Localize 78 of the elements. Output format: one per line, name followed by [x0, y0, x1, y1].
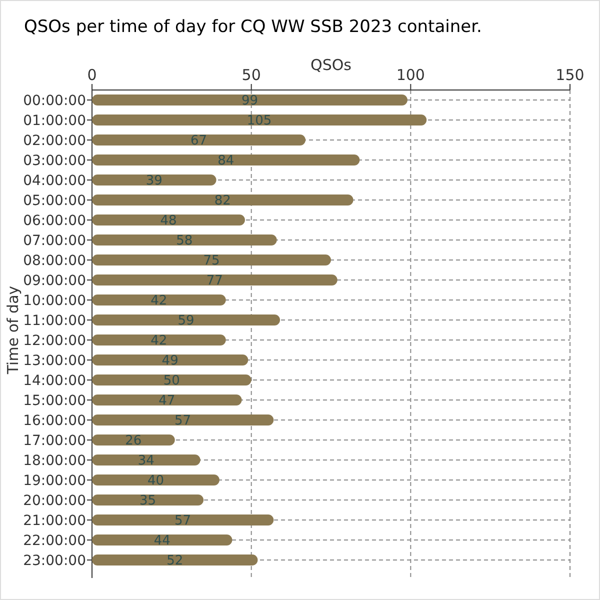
data-label: 67 — [190, 134, 208, 149]
y-tick-label: 02:00:00 — [23, 132, 86, 149]
y-tick-label: 12:00:00 — [23, 332, 86, 349]
data-label: 105 — [246, 114, 272, 129]
x-axis-title: QSOs — [310, 56, 352, 74]
y-axis-title: Time of day — [4, 286, 22, 376]
bar — [92, 374, 252, 386]
data-label: 77 — [206, 274, 223, 289]
y-tick-label: 03:00:00 — [23, 152, 86, 169]
data-label: 75 — [203, 254, 220, 269]
data-label: 44 — [154, 534, 170, 549]
x-tick-label: 150 — [556, 66, 584, 84]
data-label: 50 — [163, 374, 180, 389]
data-label: 40 — [147, 474, 164, 489]
data-label: 42 — [150, 294, 168, 309]
y-tick-label: 07:00:00 — [23, 232, 86, 249]
bar — [92, 294, 226, 306]
bar — [92, 474, 220, 486]
bar — [92, 394, 242, 406]
y-tick-label: 22:00:00 — [23, 532, 86, 549]
bar — [92, 454, 200, 466]
y-tick-label: 09:00:00 — [23, 272, 86, 289]
bar — [92, 274, 338, 286]
x-tick-label: 50 — [242, 66, 261, 84]
y-tick-label: 04:00:00 — [23, 172, 86, 189]
data-label: 48 — [160, 214, 177, 229]
bar — [92, 554, 258, 566]
y-tick-label: 11:00:00 — [23, 312, 86, 329]
y-tick-label: 06:00:00 — [23, 212, 86, 229]
bar — [92, 94, 408, 106]
bar — [92, 114, 427, 126]
y-tick-label: 00:00:00 — [23, 92, 86, 109]
y-tick-label: 16:00:00 — [23, 412, 86, 429]
data-label: 26 — [125, 434, 142, 449]
bar — [92, 314, 280, 326]
data-label: 57 — [174, 514, 192, 529]
y-tick-label: 14:00:00 — [23, 372, 86, 389]
y-tick-label: 13:00:00 — [23, 352, 86, 369]
bar — [92, 514, 274, 526]
bar — [92, 134, 306, 146]
y-tick-label: 23:00:00 — [23, 552, 86, 569]
y-tick-label: 20:00:00 — [23, 492, 86, 509]
x-tick-label: 100 — [396, 66, 425, 84]
y-tick-label: 05:00:00 — [23, 192, 86, 209]
bar — [92, 254, 331, 266]
y-tick-label: 21:00:00 — [23, 512, 86, 529]
y-tick-label: 10:00:00 — [23, 292, 86, 309]
data-label: 59 — [178, 314, 194, 329]
data-label: 82 — [214, 194, 231, 209]
bar — [92, 194, 354, 206]
bar — [92, 354, 248, 366]
bar — [92, 154, 360, 166]
bar — [92, 334, 226, 346]
bar — [92, 234, 277, 246]
bar — [92, 214, 245, 226]
x-tick-label: 0 — [87, 66, 97, 84]
bar — [92, 174, 216, 186]
bar — [92, 414, 274, 426]
data-label: 49 — [162, 354, 178, 369]
data-label: 42 — [150, 334, 168, 349]
bar — [92, 534, 232, 546]
chart-title: QSOs per time of day for CQ WW SSB 2023 container. — [24, 17, 482, 37]
data-label: 52 — [166, 554, 184, 569]
data-label: 47 — [158, 394, 176, 409]
y-tick-label: 17:00:00 — [23, 432, 86, 449]
data-label: 99 — [241, 94, 258, 109]
data-label: 58 — [176, 234, 193, 249]
y-tick-label: 01:00:00 — [23, 112, 86, 129]
data-label: 39 — [146, 174, 162, 189]
data-label: 84 — [218, 154, 234, 169]
bar — [92, 494, 204, 506]
data-label: 35 — [139, 494, 156, 509]
y-tick-label: 08:00:00 — [23, 252, 86, 269]
data-label: 57 — [174, 414, 192, 429]
y-tick-label: 15:00:00 — [23, 392, 86, 409]
y-tick-label: 18:00:00 — [23, 452, 86, 469]
y-tick-label: 19:00:00 — [23, 472, 86, 489]
data-label: 34 — [138, 454, 154, 469]
